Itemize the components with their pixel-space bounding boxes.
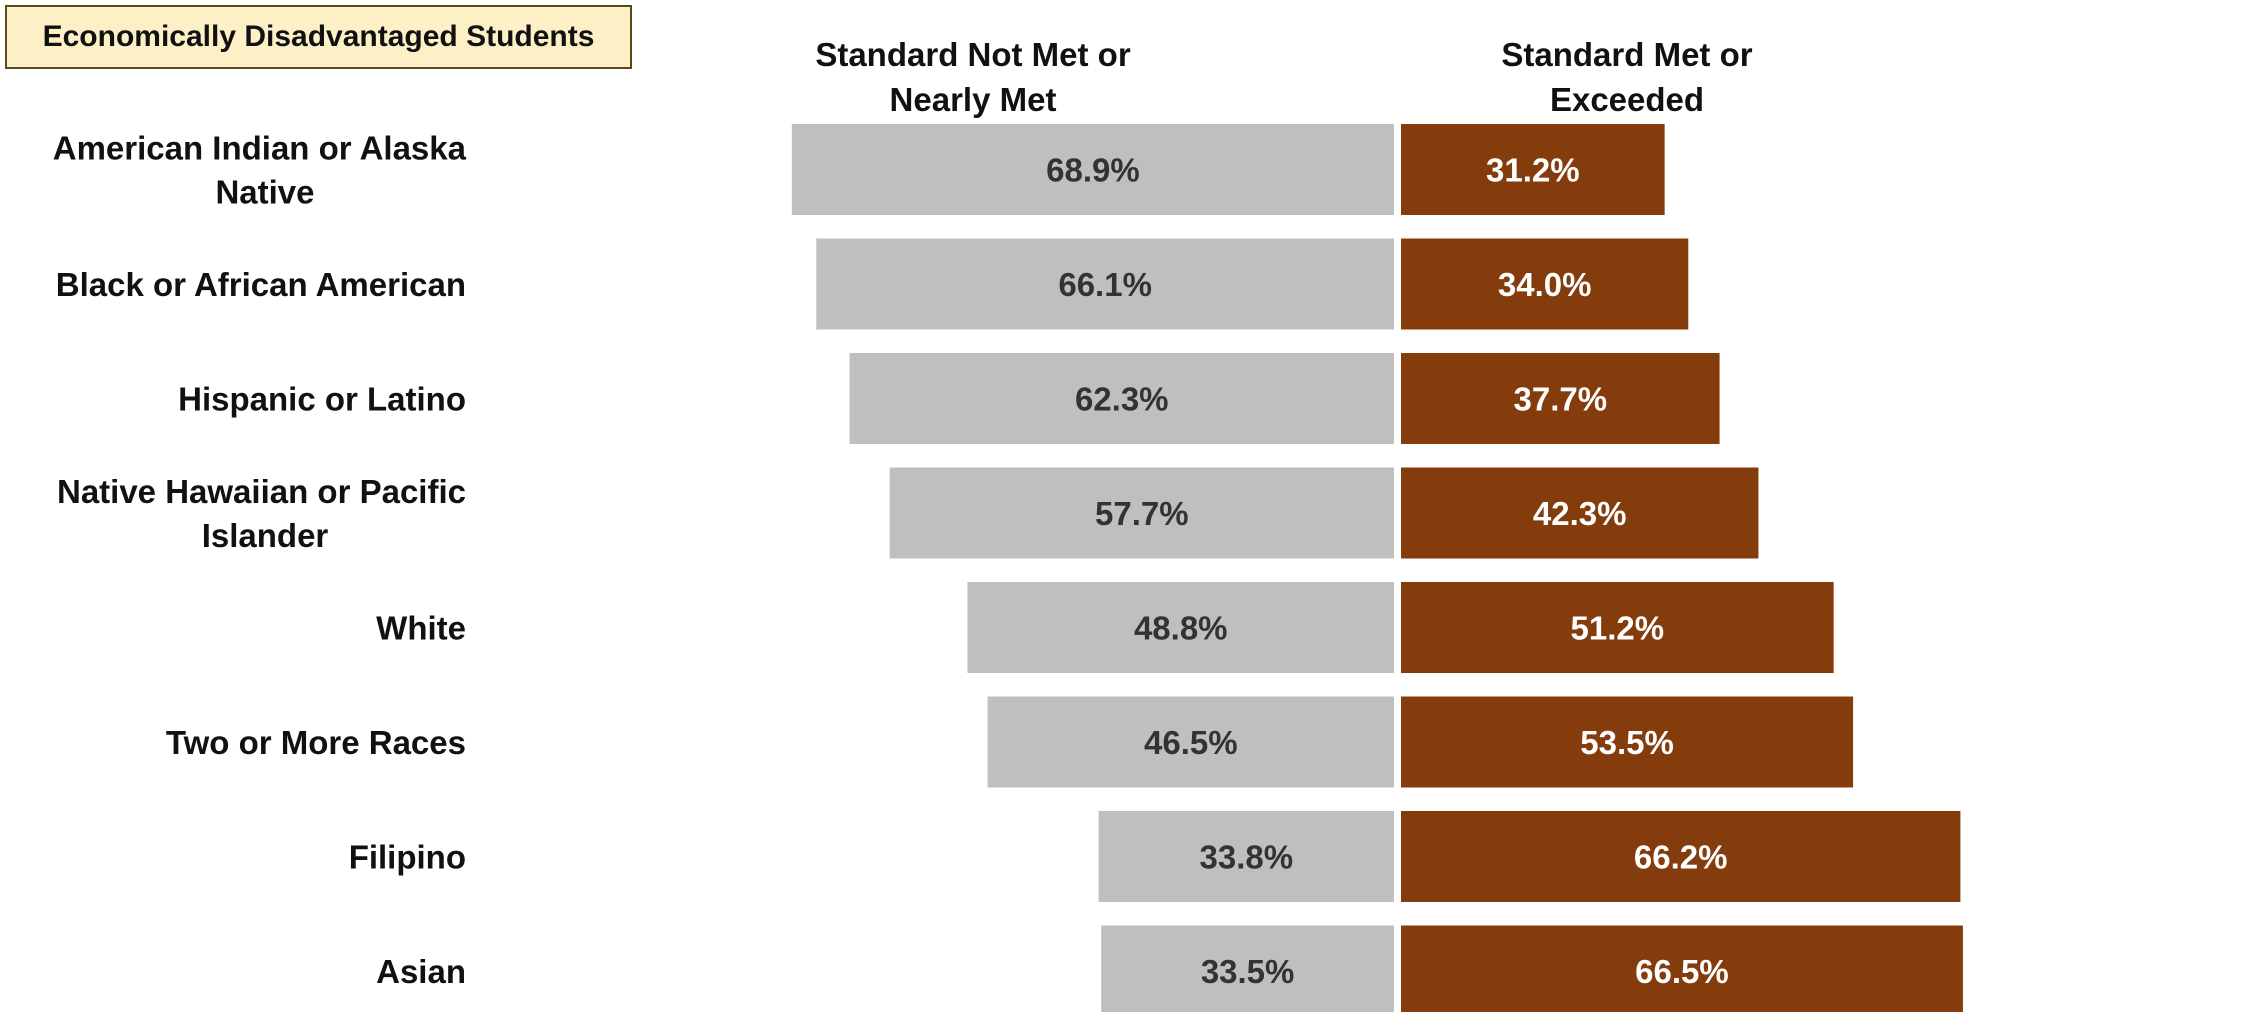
value-label-not-met-6: 33.8% <box>1200 839 1294 876</box>
bar-not-met-4 <box>967 582 1394 673</box>
value-label-met-7: 66.5% <box>1635 953 1729 990</box>
value-label-met-4: 51.2% <box>1571 610 1665 647</box>
bar-met-7 <box>1401 925 1963 1012</box>
series-header-1-line-1: Exceeded <box>1550 81 1704 118</box>
category-label-4: White <box>376 610 466 647</box>
bar-met-3 <box>1401 467 1759 559</box>
bar-met-2 <box>1401 353 1720 444</box>
bar-met-5 <box>1401 696 1854 788</box>
bar-not-met-6 <box>1098 811 1394 902</box>
bar-not-met-1 <box>816 238 1394 330</box>
category-label-1: Black or African American <box>56 266 466 303</box>
category-label-2: Hispanic or Latino <box>178 381 466 418</box>
value-label-not-met-5: 46.5% <box>1144 724 1238 761</box>
bars-met <box>1401 124 1963 1012</box>
series-header-1-line-0: Standard Met or <box>1501 36 1752 73</box>
value-label-not-met-0: 68.9% <box>1046 152 1140 189</box>
series-header-0-line-0: Standard Not Met or <box>815 36 1130 73</box>
category-label-6: Filipino <box>349 839 466 876</box>
value-label-not-met-3: 57.7% <box>1095 495 1189 532</box>
bar-met-0 <box>1401 124 1665 215</box>
chart-title: Economically Disadvantaged Students <box>5 5 632 69</box>
category-label-0-line-1: Native <box>215 174 314 211</box>
bars-not-met <box>791 124 1394 1012</box>
series-header-0-line-1: Nearly Met <box>890 81 1057 118</box>
value-labels: 68.9% 31.2% 66.1% 34.0% 62.3% 37.7% 57.7% 42.3%… <box>1046 152 1729 991</box>
bar-not-met-0 <box>791 124 1394 215</box>
bar-not-met-7 <box>1101 925 1394 1012</box>
value-label-met-6: 66.2% <box>1634 839 1728 876</box>
value-label-met-1: 34.0% <box>1498 266 1592 303</box>
bar-not-met-3 <box>889 467 1394 559</box>
value-label-met-3: 42.3% <box>1533 495 1627 532</box>
bar-not-met-2 <box>849 353 1394 444</box>
bar-met-6 <box>1401 811 1961 902</box>
bar-not-met-5 <box>987 696 1394 788</box>
value-label-not-met-2: 62.3% <box>1075 381 1169 418</box>
series-headers: Standard Not Met or Nearly Met Standard Me… <box>815 36 1752 118</box>
value-label-not-met-7: 33.5% <box>1201 953 1295 990</box>
value-label-met-5: 53.5% <box>1580 724 1674 761</box>
value-label-met-0: 31.2% <box>1486 152 1580 189</box>
category-label-0-line-0: American Indian or Alaska <box>53 130 467 167</box>
value-label-not-met-1: 66.1% <box>1058 266 1152 303</box>
bar-met-1 <box>1401 238 1689 330</box>
bar-met-4 <box>1401 582 1834 673</box>
value-label-not-met-4: 48.8% <box>1134 610 1228 647</box>
category-labels: American Indian or Alaska Native Black or … <box>53 130 467 991</box>
category-label-7: Asian <box>376 953 466 990</box>
category-label-3-line-0: Native Hawaiian or Pacific <box>57 473 466 510</box>
value-label-met-2: 37.7% <box>1513 381 1607 418</box>
category-label-3-line-1: Islander <box>202 517 329 554</box>
category-label-5: Two or More Races <box>166 724 466 761</box>
